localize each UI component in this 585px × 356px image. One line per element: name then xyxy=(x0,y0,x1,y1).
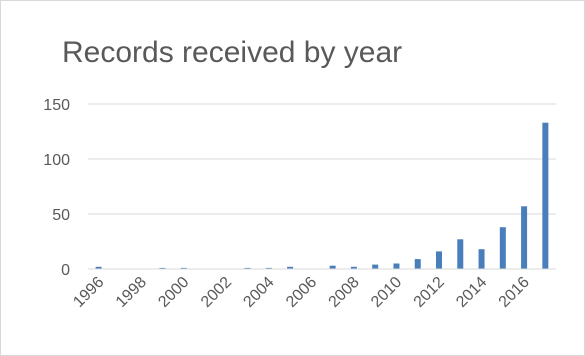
y-tick-label: 100 xyxy=(43,152,70,169)
bar-2005 xyxy=(287,266,294,269)
bar-2013 xyxy=(457,239,464,269)
bar-1996 xyxy=(95,266,102,269)
x-axis-ticks: 1996 1998 2000 2002 2004 2006 2008 2010 2012 2014… xyxy=(70,274,533,311)
bar-2015 xyxy=(499,227,506,269)
y-tick-label: 0 xyxy=(61,262,70,279)
bar-1999 xyxy=(159,267,166,269)
bar-2009 xyxy=(372,264,379,269)
bar-2010 xyxy=(393,263,400,269)
bars xyxy=(95,122,549,269)
bar-2004 xyxy=(265,267,272,269)
bar-2012 xyxy=(436,251,442,269)
bar-2008 xyxy=(350,266,357,269)
y-axis-ticks: 0 50 100 150 xyxy=(43,97,70,279)
bar-2003 xyxy=(244,267,251,269)
bar-2000 xyxy=(180,267,187,269)
bar-2007 xyxy=(329,265,336,269)
y-tick-label: 150 xyxy=(43,97,70,114)
chart-title: Records received by year xyxy=(62,36,402,69)
bar-2017 xyxy=(542,122,549,269)
bar-2011 xyxy=(414,259,421,269)
gridlines xyxy=(88,103,556,215)
bar-2014 xyxy=(478,249,485,269)
bar-2016 xyxy=(521,206,528,269)
y-tick-label: 50 xyxy=(52,207,70,224)
